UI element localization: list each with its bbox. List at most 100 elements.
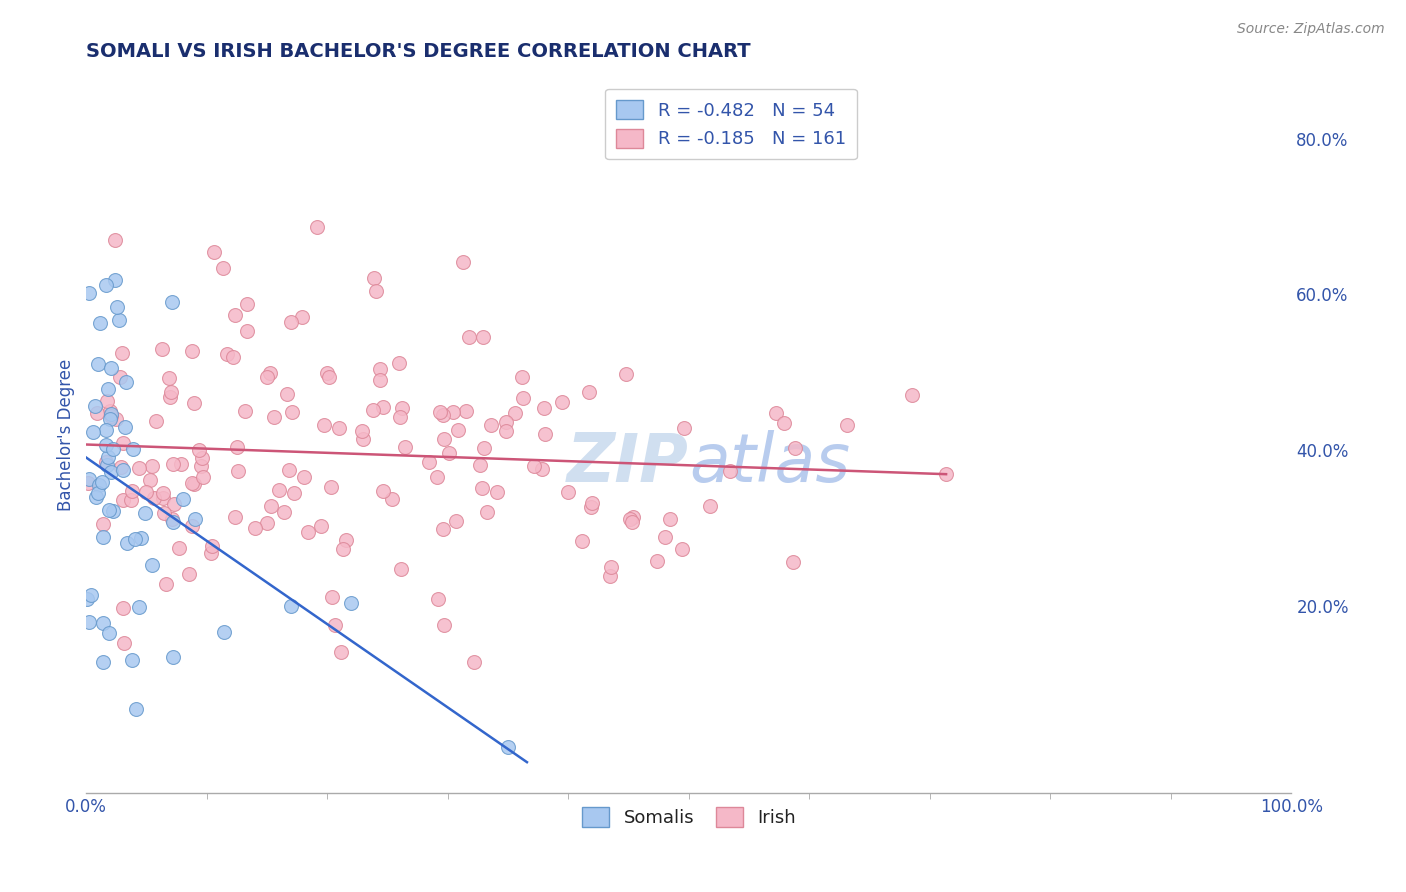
Point (111, 493, 134, 508)
Point (470, 458, 492, 473)
Point (243, 521, 266, 535)
Point (280, 599, 302, 614)
Point (111, 435, 134, 450)
Point (84, 399, 107, 413)
Point (157, 370, 180, 384)
Point (297, 524, 319, 539)
Point (141, 558, 163, 573)
Point (104, 273, 127, 287)
Point (89, 316, 111, 330)
Point (267, 483, 290, 498)
Point (503, 406, 526, 420)
Point (381, 491, 404, 506)
Point (76, 592, 98, 607)
Y-axis label: Bachelor's Degree: Bachelor's Degree (58, 359, 75, 511)
Point (471, 481, 494, 495)
Point (335, 533, 357, 547)
Point (201, 539, 224, 553)
Point (159, 390, 181, 404)
Point (533, 427, 555, 442)
Point (80, 588, 103, 602)
Point (84, 490, 107, 504)
Point (426, 469, 449, 483)
Point (155, 577, 177, 591)
Point (104, 233, 127, 247)
Point (328, 420, 350, 434)
Point (117, 536, 139, 550)
Point (510, 370, 533, 384)
Point (447, 423, 470, 437)
Point (94, 277, 117, 292)
Point (124, 533, 146, 547)
Point (283, 486, 305, 500)
Point (91, 656, 114, 670)
Point (86, 357, 108, 371)
Point (454, 404, 477, 418)
Point (363, 270, 385, 285)
Point (432, 408, 454, 422)
Point (108, 370, 131, 384)
Point (94, 455, 117, 469)
Point (260, 499, 283, 513)
Point (699, 499, 721, 513)
Point (172, 491, 194, 506)
Point (77, 286, 100, 301)
Point (143, 491, 166, 506)
Point (114, 420, 136, 434)
Point (141, 458, 163, 473)
Point (91, 475, 114, 489)
Point (671, 542, 693, 557)
Point (97, 625, 120, 640)
Point (111, 345, 134, 359)
Point (451, 255, 474, 269)
Point (77, 472, 100, 486)
Point (368, 362, 391, 376)
Point (105, 412, 128, 426)
Point (835, 417, 858, 432)
Point (463, 655, 485, 669)
Point (121, 442, 143, 456)
Point (112, 635, 135, 649)
Point (145, 413, 167, 427)
Point (278, 463, 301, 477)
Point (222, 350, 245, 364)
Point (672, 421, 695, 435)
Point (394, 440, 416, 454)
Point (426, 591, 449, 606)
Point (125, 702, 148, 716)
Point (389, 409, 412, 424)
Point (371, 484, 394, 499)
Point (340, 597, 363, 611)
Point (87, 486, 110, 500)
Point (169, 457, 191, 471)
Point (571, 534, 593, 549)
Point (160, 384, 183, 399)
Point (111, 601, 134, 615)
Point (224, 510, 246, 524)
Point (214, 624, 236, 639)
Point (82, 425, 104, 440)
Point (162, 649, 184, 664)
Point (180, 518, 202, 533)
Point (100, 361, 122, 376)
Point (236, 297, 259, 311)
Point (139, 474, 162, 488)
Point (187, 443, 209, 458)
Point (128, 600, 150, 615)
Point (86, 406, 108, 420)
Point (533, 401, 555, 416)
Point (429, 404, 451, 418)
Point (371, 401, 394, 415)
Point (105, 300, 128, 314)
Point (96, 438, 118, 452)
Text: ZIP: ZIP (567, 431, 689, 497)
Point (110, 460, 132, 475)
Point (101, 442, 124, 456)
Point (96, 394, 118, 409)
Point (935, 467, 957, 481)
Point (169, 541, 191, 555)
Point (352, 432, 374, 446)
Point (471, 330, 494, 344)
Point (388, 356, 411, 370)
Point (96, 458, 118, 472)
